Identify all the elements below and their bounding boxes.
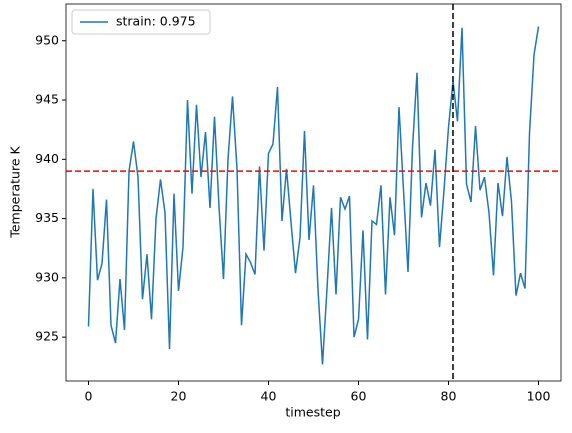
x-tick-label: 80 [441, 389, 457, 404]
x-tick-label: 20 [171, 389, 187, 404]
legend-label: strain: 0.975 [116, 14, 196, 29]
x-tick-label: 100 [527, 389, 551, 404]
x-tick-label: 40 [261, 389, 277, 404]
legend-box [71, 9, 211, 35]
y-tick-label: 940 [35, 151, 59, 166]
y-tick-label: 925 [35, 329, 59, 344]
plot-frame [65, 3, 562, 382]
y-tick-label: 950 [35, 32, 59, 47]
y-axis-label: Temperature K [8, 146, 23, 239]
line-series [87, 26, 540, 365]
y-tick-label: 930 [35, 269, 59, 284]
y-tick-label: 935 [35, 210, 59, 225]
x-tick-label: 60 [351, 389, 367, 404]
y-tick-label: 945 [35, 92, 59, 107]
x-axis-label: timestep [285, 405, 340, 420]
x-tick-label: 0 [85, 389, 93, 404]
